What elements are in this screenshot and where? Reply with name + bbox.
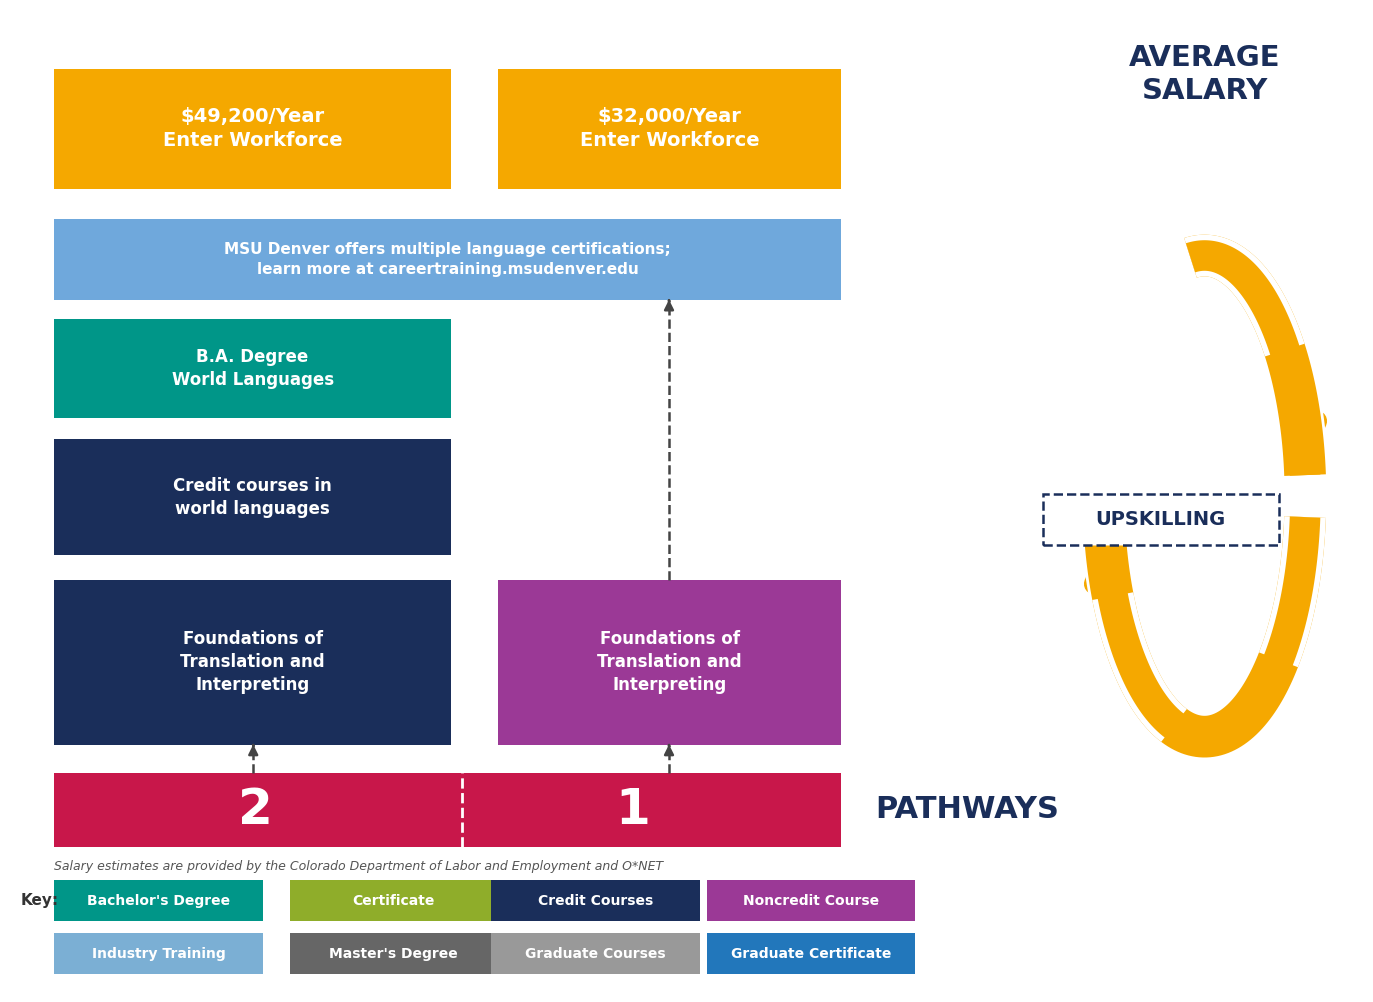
Text: 1: 1 bbox=[615, 786, 651, 834]
Bar bbox=[54, 933, 262, 974]
Text: Credit Courses: Credit Courses bbox=[538, 894, 654, 908]
Text: Credit courses in
world languages: Credit courses in world languages bbox=[173, 477, 332, 517]
Bar bbox=[290, 933, 498, 974]
Bar bbox=[54, 69, 450, 188]
Bar bbox=[54, 320, 450, 418]
Bar bbox=[707, 880, 916, 921]
Text: Bachelor's Degree: Bachelor's Degree bbox=[86, 894, 229, 908]
Text: $32,000/Year
Enter Workforce: $32,000/Year Enter Workforce bbox=[579, 107, 759, 150]
Bar bbox=[492, 880, 700, 921]
Bar bbox=[1043, 494, 1278, 545]
Text: Certificate: Certificate bbox=[353, 894, 435, 908]
Bar bbox=[492, 933, 700, 974]
Text: 2: 2 bbox=[239, 786, 273, 834]
Text: Foundations of
Translation and
Interpreting: Foundations of Translation and Interpret… bbox=[597, 630, 741, 694]
Bar bbox=[498, 69, 842, 188]
Bar bbox=[54, 579, 450, 744]
Text: Graduate Courses: Graduate Courses bbox=[526, 947, 666, 961]
Bar bbox=[54, 219, 842, 300]
Text: UPSKILLING: UPSKILLING bbox=[1096, 510, 1226, 529]
Bar bbox=[498, 579, 842, 744]
Text: Graduate Certificate: Graduate Certificate bbox=[730, 947, 891, 961]
Text: MSU Denver offers multiple language certifications;
learn more at careertraining: MSU Denver offers multiple language cert… bbox=[224, 242, 671, 277]
Text: Key:: Key: bbox=[21, 893, 59, 908]
Text: Industry Training: Industry Training bbox=[92, 947, 225, 961]
Text: AVERAGE
SALARY: AVERAGE SALARY bbox=[1129, 44, 1281, 105]
Bar bbox=[707, 933, 916, 974]
Bar bbox=[54, 773, 842, 847]
Text: $49,200/Year
Enter Workforce: $49,200/Year Enter Workforce bbox=[163, 107, 342, 150]
Text: Foundations of
Translation and
Interpreting: Foundations of Translation and Interpret… bbox=[180, 630, 325, 694]
Text: PATHWAYS: PATHWAYS bbox=[875, 796, 1059, 825]
Text: Noncredit Course: Noncredit Course bbox=[743, 894, 879, 908]
Bar bbox=[54, 439, 450, 555]
Bar bbox=[54, 880, 262, 921]
Text: Master's Degree: Master's Degree bbox=[330, 947, 459, 961]
Text: Salary estimates are provided by the Colorado Department of Labor and Employment: Salary estimates are provided by the Col… bbox=[54, 860, 663, 873]
Bar bbox=[290, 880, 498, 921]
Text: B.A. Degree
World Languages: B.A. Degree World Languages bbox=[172, 348, 334, 389]
